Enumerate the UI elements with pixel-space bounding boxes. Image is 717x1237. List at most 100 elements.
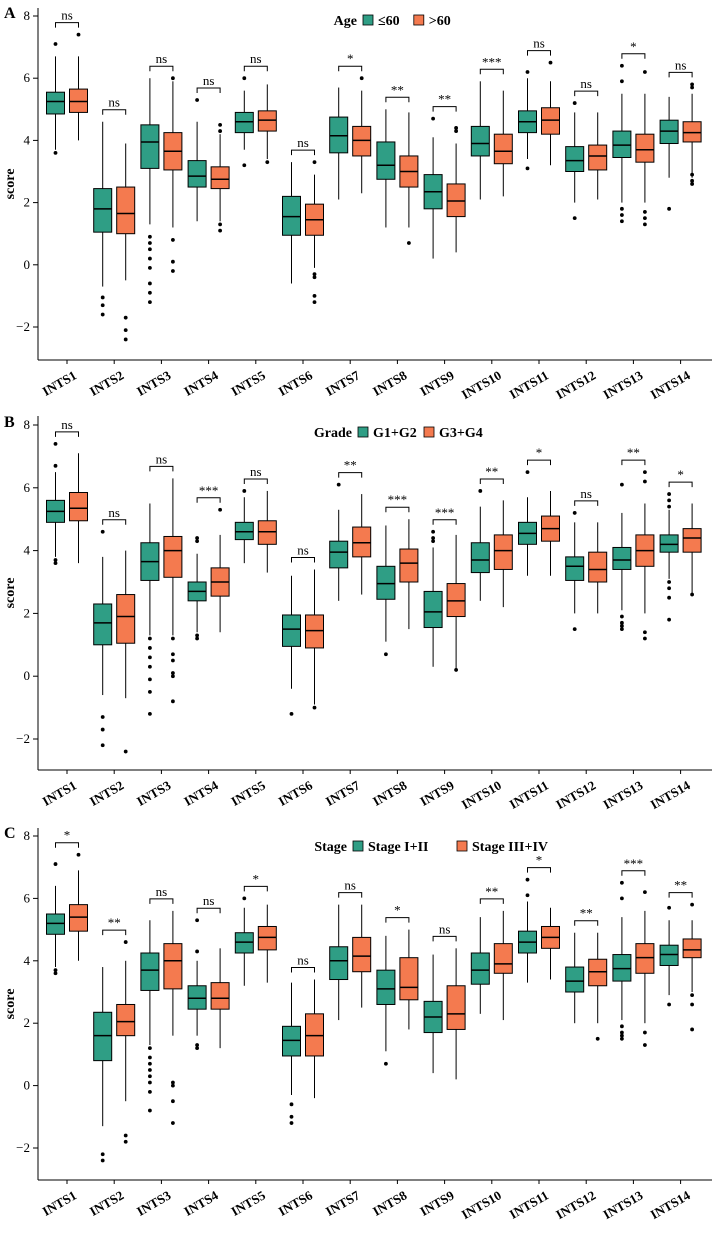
outlier-point [620, 219, 624, 224]
box-ints10-series2 [493, 500, 513, 608]
x-tick-label: INTS2 [87, 367, 126, 398]
box-iqr [329, 116, 349, 154]
outlier-point [525, 70, 530, 74]
x-tick-label: INTS12 [553, 367, 598, 402]
outlier-point [289, 1114, 294, 1119]
x-tick-label: INTS9 [417, 777, 457, 809]
legend-swatch-1 [357, 426, 369, 438]
box-iqr [46, 913, 65, 935]
x-tick-label: INTS12 [553, 1187, 598, 1222]
x-tick-label: INTS1 [40, 367, 79, 398]
box-ints11-series1 [518, 70, 537, 171]
box-iqr [116, 594, 136, 644]
outlier-point [123, 315, 128, 320]
box-ints10-series2 [493, 910, 513, 1021]
legend-swatch-2 [456, 840, 468, 852]
box-iqr [659, 944, 679, 966]
box-ints13-series2 [635, 70, 655, 227]
outlier-point [384, 652, 388, 657]
outlier-point [667, 595, 671, 600]
outlier-point [218, 129, 223, 133]
outlier-point [690, 85, 694, 90]
box-iqr [470, 952, 490, 985]
x-tick-label: INTS8 [370, 777, 410, 809]
box-ints6-series2 [305, 979, 324, 1099]
box-iqr [399, 548, 419, 583]
outlier-point [548, 60, 553, 65]
box-iqr [163, 535, 183, 578]
outlier-point [171, 1083, 175, 1088]
significance-bracket [196, 497, 221, 503]
box-iqr [635, 133, 655, 163]
box-ints13-series1 [612, 63, 632, 224]
box-iqr [69, 904, 88, 932]
box-ints14-series1 [659, 905, 679, 1007]
outlier-point [620, 624, 624, 628]
box-ints11-series2 [541, 490, 560, 576]
x-tick-label: INTS1 [40, 1187, 79, 1218]
significance-bracket [668, 892, 693, 898]
box-ints9-series2 [446, 126, 466, 253]
box-iqr [210, 166, 230, 190]
box-ints10-series2 [493, 90, 513, 197]
box-iqr [612, 546, 632, 570]
outlier-point [148, 234, 152, 239]
outlier-point [53, 968, 58, 973]
significance-label: ns [156, 451, 168, 466]
box-iqr [565, 146, 585, 172]
y-tick-label: 6 [24, 480, 31, 495]
legend: Stage Stage I+II Stage III+IV [314, 840, 548, 855]
box-ints2-series1 [93, 529, 113, 748]
outlier-point [643, 470, 647, 474]
outlier-point [171, 1121, 175, 1125]
significance-bracket [432, 519, 457, 525]
significance-bracket [291, 149, 315, 156]
significance-label: ** [580, 906, 593, 921]
outlier-point [171, 1080, 175, 1085]
significance-bracket [432, 106, 457, 112]
outlier-point [148, 241, 152, 245]
outlier-point [643, 1030, 647, 1035]
significance-label: * [64, 828, 71, 843]
box-iqr [329, 946, 349, 981]
significance-label: ns [61, 8, 73, 23]
outlier-point [53, 558, 58, 562]
box-ints11-series2 [541, 907, 560, 980]
outlier-point [242, 76, 247, 81]
box-iqr [399, 957, 419, 1001]
box-iqr [140, 952, 160, 991]
outlier-point [171, 674, 175, 679]
legend-title: Age [334, 14, 357, 29]
outlier-point [123, 1133, 128, 1138]
box-ints9-series1 [423, 529, 443, 667]
significance-bracket [479, 478, 504, 484]
box-iqr [305, 614, 324, 649]
outlier-point [148, 1074, 152, 1079]
box-ints1-series1 [46, 862, 65, 976]
box-iqr [116, 1003, 136, 1037]
box-ints2-series2 [116, 940, 136, 1144]
box-ints8-series1 [376, 935, 396, 1066]
outlier-point [407, 241, 411, 245]
significance-bracket [291, 967, 315, 973]
box-ints3-series1 [140, 78, 160, 305]
x-tick-label: INTS5 [228, 1187, 268, 1219]
box-iqr [163, 943, 183, 990]
panel-label: C [4, 825, 16, 842]
significance-label: ns [203, 73, 215, 88]
outlier-point [620, 213, 624, 217]
significance-bracket [385, 917, 410, 923]
y-axis-label: score [3, 578, 18, 609]
y-tick-label: 6 [24, 70, 31, 85]
outlier-point [667, 1002, 671, 1007]
box-iqr [187, 985, 207, 1010]
legend-label-2: Stage III+IV [472, 840, 548, 855]
box-ints2-series1 [93, 121, 113, 317]
box-ints9-series1 [423, 116, 443, 259]
outlier-point [100, 727, 105, 732]
box-ints2-series2 [116, 143, 136, 342]
legend-swatch-2 [413, 14, 425, 26]
outlier-point [218, 507, 223, 512]
box-ints5-series2 [257, 904, 277, 983]
box-ints4-series2 [210, 948, 230, 1049]
